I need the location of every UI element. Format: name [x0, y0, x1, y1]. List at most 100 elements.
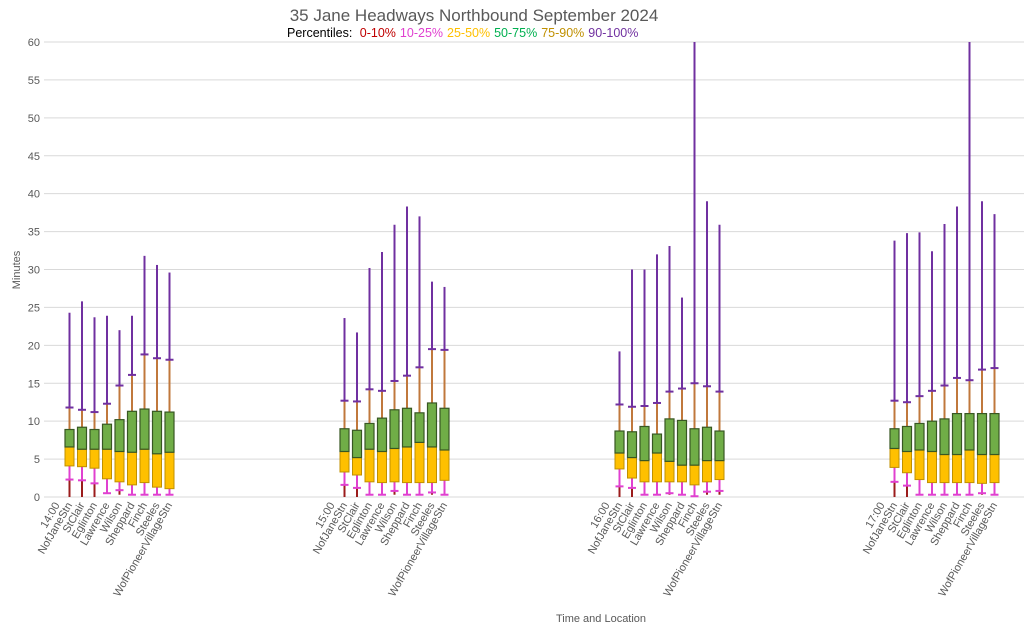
box-Wilson — [939, 224, 950, 496]
box-50-75 — [964, 412, 975, 451]
box-Lawrence — [376, 252, 388, 496]
box-50-75 — [989, 412, 1000, 456]
box-Wilson — [114, 330, 125, 495]
legend-entry: 25-50% — [447, 26, 490, 40]
y-tick-label: 10 — [28, 416, 40, 428]
box-25-50 — [164, 451, 175, 490]
box-25-50 — [927, 451, 937, 484]
box-Eglinton — [914, 232, 925, 496]
box-Sheppard — [126, 315, 138, 496]
legend-prefix: Percentiles: — [287, 26, 356, 40]
legend-entry: 90-100% — [588, 26, 638, 40]
y-tick-label: 40 — [28, 189, 40, 201]
box-Steeles — [426, 281, 438, 495]
box-WofPioneerVillageStn — [714, 224, 725, 495]
box-50-75 — [639, 425, 650, 462]
y-tick-label: 5 — [34, 454, 40, 466]
box-50-75 — [939, 418, 950, 456]
y-tick-label: 45 — [28, 151, 40, 163]
y-axis-title: Minutes — [11, 250, 23, 289]
box-50-75 — [676, 419, 688, 466]
box-50-75 — [89, 428, 100, 450]
box-25-50 — [964, 449, 975, 484]
box-50-75 — [664, 418, 675, 462]
box-25-50 — [352, 457, 362, 476]
box-25-50 — [102, 448, 112, 480]
box-WofPioneerVillageStn — [164, 272, 175, 496]
box-50-75 — [114, 419, 125, 453]
box-50-75 — [126, 410, 138, 453]
box-25-50 — [402, 446, 412, 484]
box-25-50 — [389, 447, 400, 483]
box-25-50 — [377, 451, 387, 484]
y-tick-label: 55 — [28, 75, 40, 87]
box-25-50 — [977, 454, 987, 484]
box-25-50 — [639, 460, 650, 483]
box-50-75 — [414, 412, 425, 444]
legend-text: Percentiles: 0-10% 10-25% 25-50% 50-75% 75-9… — [287, 26, 638, 40]
box-25-50 — [89, 448, 100, 469]
box-50-75 — [426, 402, 438, 448]
box-50-75 — [389, 409, 400, 450]
box-25-50 — [702, 460, 712, 483]
box-25-50 — [77, 448, 87, 468]
box-25-50 — [152, 453, 162, 488]
box-Finch — [689, 42, 700, 498]
box-StClair — [351, 332, 363, 497]
box-50-75 — [364, 422, 375, 450]
box-50-75 — [376, 417, 388, 453]
box-NofJaneStn — [889, 240, 900, 497]
y-axis-ticks: 0 5 10 15 20 25 30 35 40 45 50 55 60 — [28, 37, 40, 504]
x-axis-title: Time and Location — [556, 613, 646, 625]
box-NofJaneStn — [339, 318, 350, 497]
box-Sheppard — [951, 206, 963, 496]
box-50-75 — [701, 426, 713, 462]
y-tick-label: 0 — [34, 492, 40, 504]
legend-entry: 50-75% — [494, 26, 537, 40]
box-Lawrence — [926, 251, 938, 496]
box-50-75 — [401, 407, 413, 448]
box-StClair — [626, 269, 638, 497]
box-Steeles — [976, 201, 988, 495]
box-50-75 — [151, 410, 163, 455]
box-WofPioneerVillageStn — [439, 286, 450, 496]
box-Eglinton — [364, 267, 375, 496]
y-tick-label: 25 — [28, 302, 40, 314]
box-25-50 — [664, 460, 675, 483]
y-tick-label: 35 — [28, 227, 40, 239]
box-25-50 — [677, 464, 687, 483]
box-Eglinton — [639, 269, 650, 496]
box-WofPioneerVillageStn — [989, 214, 1000, 496]
box-50-75 — [889, 428, 900, 450]
box-StClair — [76, 301, 88, 497]
box-Eglinton — [89, 317, 100, 497]
box-Lawrence — [101, 315, 113, 495]
box-25-50 — [427, 446, 437, 484]
box-25-50 — [952, 454, 962, 484]
legend-entry: 10-25% — [400, 26, 443, 40]
box-25-50 — [627, 457, 637, 479]
box-25-50 — [114, 451, 125, 483]
box-25-50 — [364, 448, 375, 483]
box-Wilson — [389, 224, 400, 495]
box-50-75 — [339, 428, 350, 453]
box-25-50 — [439, 449, 450, 481]
box-50-75 — [714, 430, 725, 462]
box-25-50 — [414, 441, 425, 484]
box-50-75 — [76, 426, 88, 450]
box-50-75 — [64, 428, 75, 448]
box-25-50 — [614, 452, 625, 470]
box-50-75 — [164, 411, 175, 453]
box-50-75 — [651, 433, 663, 454]
gridlines — [44, 41, 1024, 498]
box-25-50 — [989, 454, 1000, 484]
box-50-75 — [951, 412, 963, 456]
legend-entry: 75-90% — [541, 26, 584, 40]
box-50-75 — [101, 423, 113, 450]
box-Lawrence — [651, 254, 663, 496]
y-tick-label: 20 — [28, 340, 40, 352]
box-25-50 — [652, 452, 662, 483]
y-tick-label: 50 — [28, 113, 40, 125]
box-25-50 — [127, 451, 137, 486]
